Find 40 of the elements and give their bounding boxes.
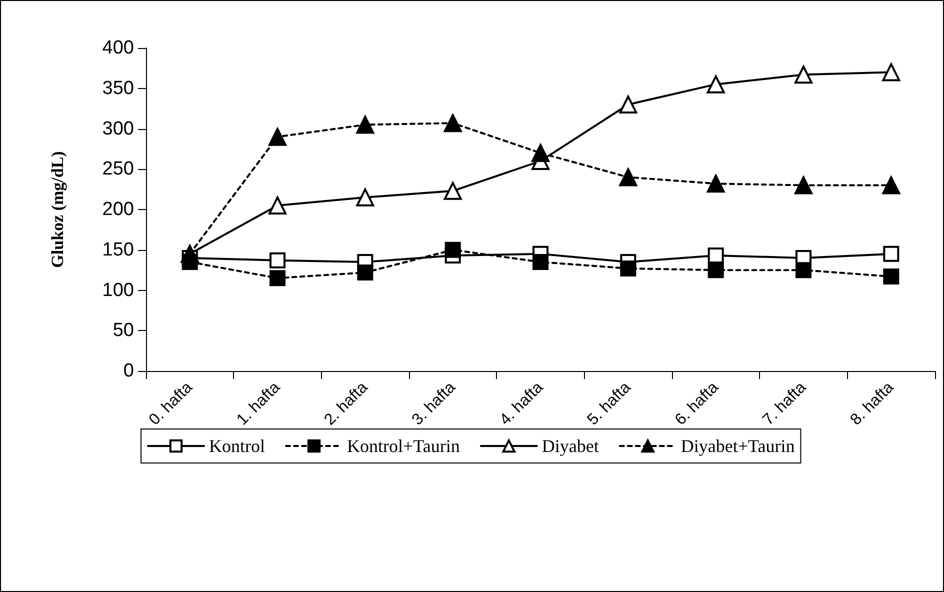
y-tick-label: 50: [112, 320, 134, 342]
point: [532, 144, 550, 162]
y-tick-label: 0: [123, 360, 134, 382]
point: [444, 242, 461, 258]
legend-label: Diyabet: [542, 436, 599, 456]
y-tick-label: 250: [102, 158, 134, 180]
point: [270, 252, 286, 268]
point: [270, 270, 286, 286]
point: [882, 176, 900, 194]
point: [708, 262, 724, 278]
legend-label: Kontrol: [209, 436, 265, 456]
point: [268, 196, 286, 214]
y-tick-label: 150: [102, 239, 134, 260]
y-tick-label: 100: [102, 280, 134, 301]
point: [883, 268, 900, 285]
point: [444, 114, 462, 132]
point: [882, 63, 900, 82]
point: [357, 264, 374, 280]
point: [620, 260, 636, 276]
point: [619, 168, 638, 186]
y-axis-title: Glukoz (mg/dL): [48, 151, 67, 268]
point: [796, 262, 812, 278]
y-tick-label: 400: [102, 38, 134, 58]
point: [708, 248, 724, 264]
point: [356, 116, 374, 134]
y-tick-label: 200: [102, 199, 134, 220]
y-tick-label: 350: [102, 78, 134, 99]
point: [356, 188, 374, 206]
point: [706, 75, 725, 94]
legend-label: Diyabet+Taurin: [680, 436, 795, 456]
point: [268, 128, 286, 146]
legend-label: Kontrol+Taurin: [346, 436, 460, 456]
point: [532, 254, 548, 270]
point: [883, 246, 900, 262]
point: [794, 176, 812, 194]
point: [706, 174, 725, 193]
point: [794, 66, 812, 84]
point: [444, 182, 462, 200]
y-tick-label: 300: [102, 118, 134, 140]
point: [619, 96, 638, 114]
